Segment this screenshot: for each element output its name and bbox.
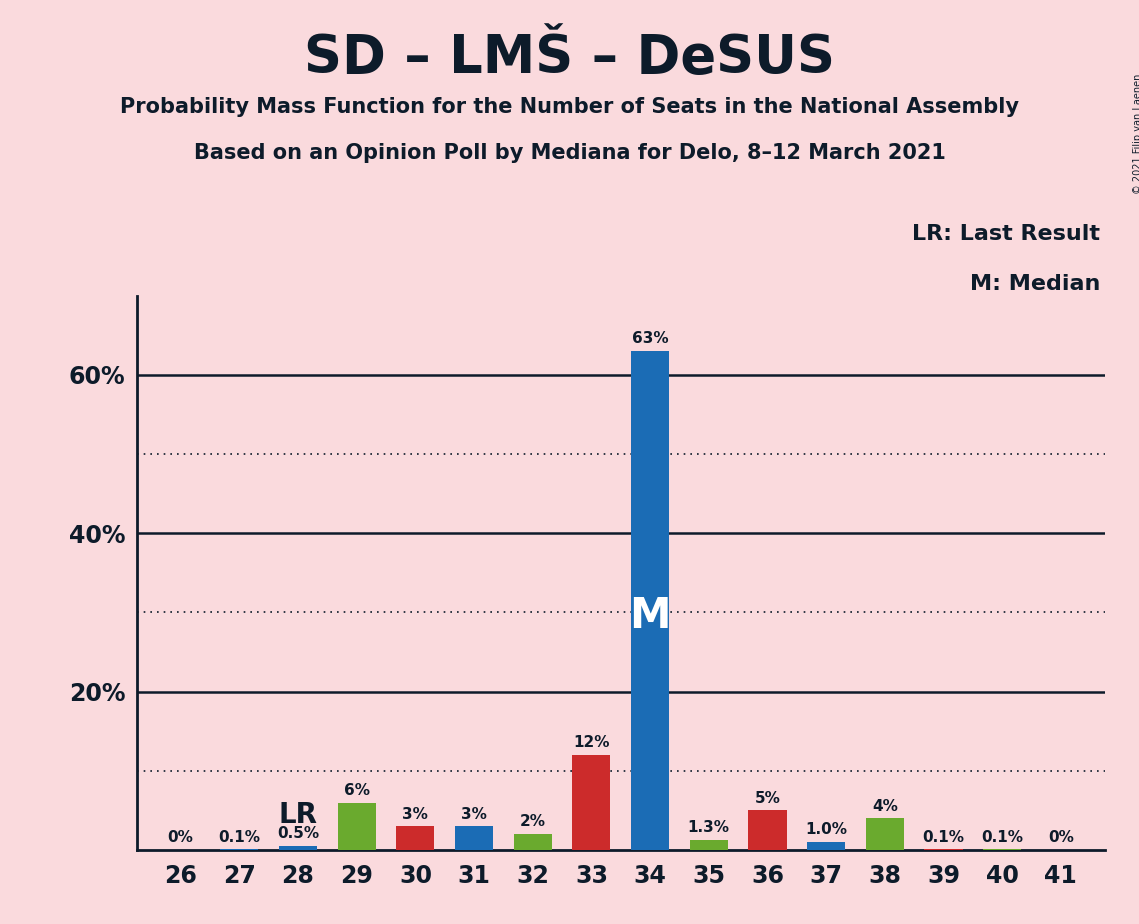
Text: 2%: 2% bbox=[519, 814, 546, 830]
Text: Probability Mass Function for the Number of Seats in the National Assembly: Probability Mass Function for the Number… bbox=[120, 97, 1019, 117]
Text: 0.1%: 0.1% bbox=[981, 830, 1023, 845]
Bar bbox=[396, 826, 434, 850]
Text: 63%: 63% bbox=[632, 332, 669, 346]
Text: 0.1%: 0.1% bbox=[923, 830, 965, 845]
Bar bbox=[866, 819, 904, 850]
Text: M: Median: M: Median bbox=[969, 274, 1100, 294]
Text: 1.3%: 1.3% bbox=[688, 820, 730, 835]
Text: LR: Last Result: LR: Last Result bbox=[912, 224, 1100, 244]
Bar bbox=[572, 755, 611, 850]
Text: 1.0%: 1.0% bbox=[805, 822, 847, 837]
Text: 5%: 5% bbox=[754, 791, 780, 806]
Bar bbox=[514, 834, 551, 850]
Text: 0.5%: 0.5% bbox=[277, 826, 319, 842]
Text: 3%: 3% bbox=[461, 807, 487, 821]
Bar bbox=[748, 810, 787, 850]
Text: 0.1%: 0.1% bbox=[219, 830, 261, 845]
Bar bbox=[690, 840, 728, 850]
Bar bbox=[279, 846, 317, 850]
Text: 4%: 4% bbox=[871, 798, 898, 814]
Bar bbox=[337, 803, 376, 850]
Text: Based on an Opinion Poll by Mediana for Delo, 8–12 March 2021: Based on an Opinion Poll by Mediana for … bbox=[194, 143, 945, 164]
Text: 12%: 12% bbox=[573, 736, 609, 750]
Bar bbox=[808, 842, 845, 850]
Text: © 2021 Filip van Laenen: © 2021 Filip van Laenen bbox=[1133, 74, 1139, 194]
Text: 0%: 0% bbox=[167, 831, 194, 845]
Text: SD – LMŠ – DeSUS: SD – LMŠ – DeSUS bbox=[304, 32, 835, 84]
Bar bbox=[631, 351, 669, 850]
Text: LR: LR bbox=[279, 801, 318, 829]
Text: 3%: 3% bbox=[402, 807, 428, 821]
Text: 0%: 0% bbox=[1048, 831, 1074, 845]
Text: 6%: 6% bbox=[344, 783, 370, 797]
Text: M: M bbox=[630, 594, 671, 637]
Bar bbox=[454, 826, 493, 850]
